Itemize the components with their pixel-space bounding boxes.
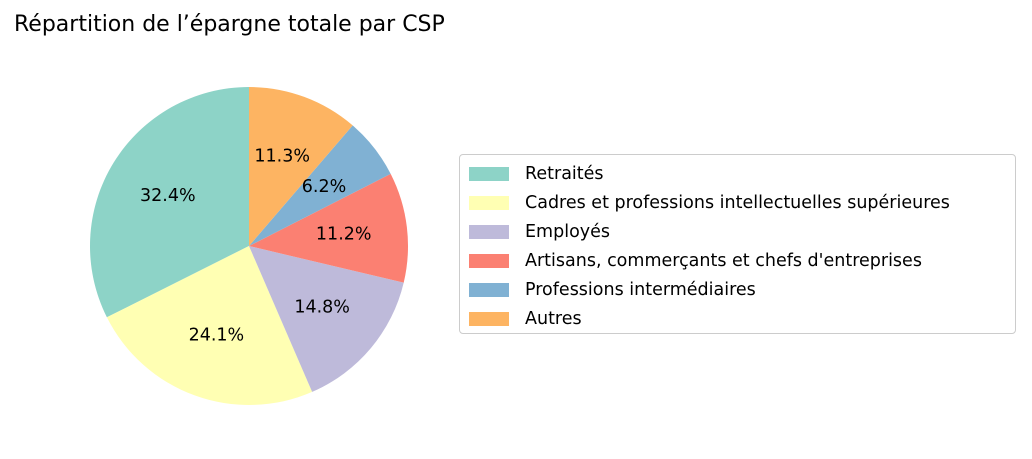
chart-title: Répartition de l’épargne totale par CSP — [14, 12, 445, 37]
pie-slices — [90, 87, 408, 405]
pie-slice — [106, 246, 313, 405]
pie-value-label: 11.2% — [316, 225, 372, 245]
legend-swatch — [469, 166, 509, 181]
legend-label: Employés — [525, 221, 611, 242]
pie-value-label: 11.3% — [254, 147, 310, 167]
pie-slice — [249, 87, 353, 246]
legend-label: Retraités — [525, 163, 604, 184]
legend-label: Cadres et professions intellectuelles su… — [525, 192, 950, 213]
legend-item: Artisans, commerçants et chefs d'entrepr… — [469, 246, 1015, 275]
pie-value-label: 24.1% — [189, 326, 245, 346]
pie-value-label: 14.8% — [294, 297, 350, 317]
legend-swatch — [469, 224, 509, 239]
legend-item: Cadres et professions intellectuelles su… — [469, 188, 1015, 217]
pie-value-labels: 32.4% 24.1% 14.8% 11.2% 6.2% 11.3% — [140, 147, 371, 346]
legend-label: Artisans, commerçants et chefs d'entrepr… — [525, 250, 922, 271]
legend-swatch — [469, 195, 509, 210]
legend: Retraités Cadres et professions intellect… — [459, 154, 1016, 334]
pie-slice — [249, 125, 391, 246]
legend-label: Professions intermédiaires — [525, 279, 756, 300]
pie-value-label: 6.2% — [302, 177, 346, 197]
pie-slice — [249, 173, 408, 283]
legend-swatch — [469, 282, 509, 297]
pie-slice — [249, 246, 404, 392]
pie-slice — [90, 87, 249, 318]
legend-item: Employés — [469, 217, 1015, 246]
legend-swatch — [469, 311, 509, 326]
legend-item: Autres — [469, 304, 1015, 333]
legend-swatch — [469, 253, 509, 268]
legend-item: Retraités — [469, 159, 1015, 188]
pie-value-label: 32.4% — [140, 186, 196, 206]
legend-item: Professions intermédiaires — [469, 275, 1015, 304]
legend-label: Autres — [525, 308, 582, 329]
